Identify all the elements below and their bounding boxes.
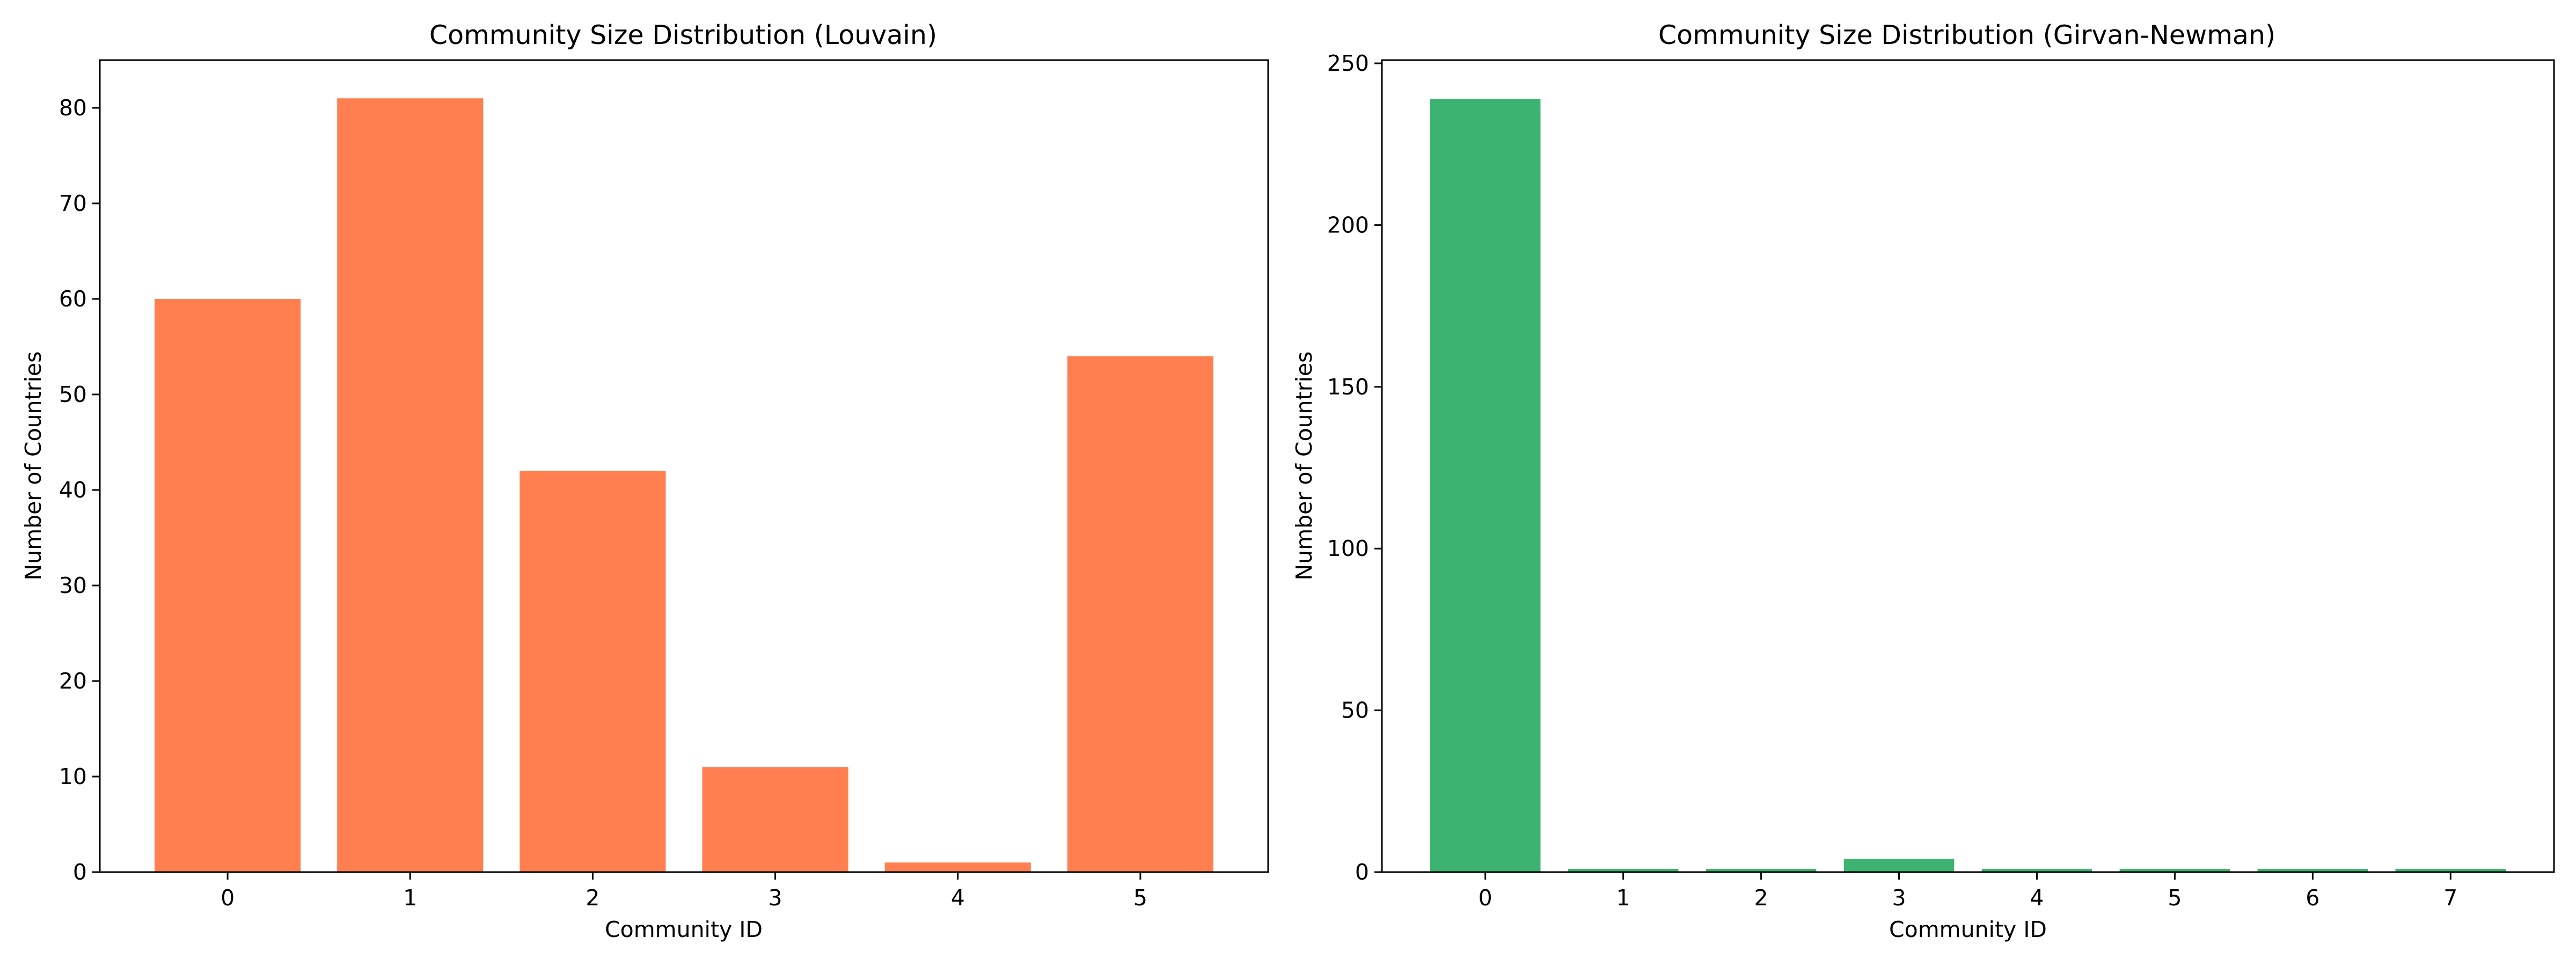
chart-girvan-newman: Community Size Distribution (Girvan-Newm… — [1291, 20, 2555, 942]
bar-community-0 — [1430, 99, 1541, 872]
x-tick-label: 4 — [951, 885, 965, 911]
y-tick-label: 150 — [1327, 374, 1369, 400]
x-axis-ticks: 0 1 2 3 4 5 6 7 — [1479, 872, 2457, 911]
y-tick-label: 40 — [59, 477, 87, 503]
bar-group — [155, 98, 1213, 873]
bar-community-1 — [1568, 868, 1679, 872]
bar-community-1 — [337, 98, 484, 873]
chart-title: Community Size Distribution (Girvan-Newm… — [1658, 20, 2275, 50]
x-tick-label: 4 — [2030, 885, 2044, 911]
bar-community-4 — [1981, 868, 2092, 872]
bar-community-3 — [702, 767, 848, 872]
y-axis-ticks: 0 50 100 150 200 250 — [1327, 50, 1382, 885]
y-tick-label: 0 — [1355, 859, 1369, 885]
bar-community-7 — [2395, 868, 2506, 872]
bar-community-2 — [1706, 868, 1817, 872]
chart-louvain: Community Size Distribution (Louvain) 0 1… — [20, 20, 1269, 942]
x-tick-label: 5 — [1133, 885, 1147, 911]
bar-community-4 — [884, 862, 1031, 872]
x-axis-ticks: 0 1 2 3 4 5 — [221, 872, 1147, 911]
y-axis-label: Number of Countries — [20, 352, 46, 581]
y-axis-label: Number of Countries — [1291, 352, 1317, 581]
bar-group — [1430, 99, 2506, 872]
y-tick-label: 200 — [1327, 212, 1369, 238]
y-tick-label: 60 — [59, 286, 87, 312]
y-tick-label: 10 — [59, 764, 87, 789]
chart-title: Community Size Distribution (Louvain) — [429, 20, 937, 50]
x-tick-label: 3 — [769, 885, 782, 911]
x-tick-label: 3 — [1892, 885, 1906, 911]
x-axis-label: Community ID — [605, 917, 763, 942]
bar-community-6 — [2257, 868, 2368, 872]
y-tick-label: 70 — [59, 191, 87, 216]
y-tick-label: 20 — [59, 668, 87, 694]
x-tick-label: 0 — [1479, 885, 1492, 911]
x-tick-label: 1 — [403, 885, 417, 911]
x-tick-label: 6 — [2306, 885, 2319, 911]
y-tick-label: 30 — [59, 573, 87, 598]
x-tick-label: 2 — [1754, 885, 1768, 911]
y-axis-ticks: 0 10 20 30 40 50 60 70 80 — [59, 95, 100, 885]
y-tick-label: 250 — [1327, 50, 1369, 76]
y-tick-label: 0 — [73, 859, 87, 885]
bar-community-0 — [155, 299, 301, 872]
plot-frame — [99, 59, 1269, 873]
x-tick-label: 1 — [1616, 885, 1630, 911]
bar-community-5 — [1067, 356, 1213, 872]
y-tick-label: 80 — [59, 95, 87, 121]
x-axis-label: Community ID — [1889, 917, 2047, 942]
bar-community-2 — [519, 471, 666, 872]
plot-frame — [1381, 59, 2555, 873]
x-tick-label: 7 — [2443, 885, 2457, 911]
y-tick-label: 100 — [1327, 536, 1369, 561]
bar-community-3 — [1843, 859, 1955, 872]
x-tick-label: 5 — [2168, 885, 2182, 911]
y-tick-label: 50 — [1341, 698, 1369, 723]
x-tick-label: 0 — [221, 885, 235, 911]
x-tick-label: 2 — [586, 885, 599, 911]
bar-community-5 — [2119, 868, 2230, 872]
y-tick-label: 50 — [59, 382, 87, 407]
